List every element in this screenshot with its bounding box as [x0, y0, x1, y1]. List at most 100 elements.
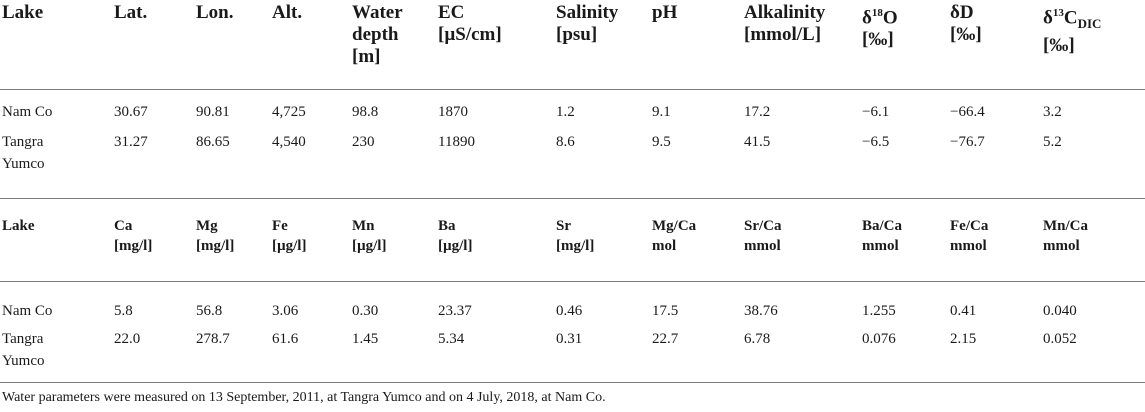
t1-header-rule [0, 89, 1145, 90]
t2-header-baca: Ba/Ca mmol [862, 216, 902, 256]
t2-header-ca-line1: Ca [114, 218, 133, 234]
t2-header-sr-line2: [mg/l] [556, 238, 595, 254]
t1-header-d18o-delta: δ [862, 7, 872, 29]
t1-row1-salinity: 1.2 [556, 104, 575, 120]
table-bottom-rule [0, 382, 1145, 383]
t2-row2-feca: 2.15 [950, 331, 977, 347]
t2-row1-mnca: 0.040 [1043, 303, 1077, 319]
t2-header-lake: Lake [2, 218, 35, 234]
t2-row2-fe: 61.6 [272, 331, 299, 347]
t1-header-d18o-sup: 18 [871, 7, 883, 19]
t1-header-water-depth-line2: depth [352, 24, 399, 45]
t2-header-mg: Mg [mg/l] [196, 216, 234, 256]
t1-row2-d18o: −6.5 [862, 134, 890, 150]
t2-row1-feca: 0.41 [950, 303, 977, 319]
t1-header-lon: Lon. [196, 2, 234, 24]
t1-row2-salinity: 8.6 [556, 134, 575, 150]
t1-header-d13c-delta: δ [1043, 7, 1053, 29]
t1-header-d18o-line1: δ18O [862, 2, 898, 29]
t1-row1-alt: 4,725 [272, 104, 306, 120]
t1-header-alkalinity: Alkalinity [mmol/L] [744, 2, 825, 46]
t2-row1-fe: 3.06 [272, 303, 299, 319]
t2-row2-lake-line2: Yumco [2, 353, 45, 369]
t1-row2-d13c: 5.2 [1043, 134, 1062, 150]
t1-header-alt-text: Alt. [272, 2, 303, 23]
t1-header-dd-line2: [‰] [950, 24, 982, 45]
t2-header-ca: Ca [mg/l] [114, 216, 152, 256]
t1-header-water-depth-line1: Water [352, 2, 403, 23]
t2-header-mgca-line1: Mg/Ca [652, 218, 697, 234]
t1-row2-alt: 4,540 [272, 134, 306, 150]
t2-row2-mn: 1.45 [352, 331, 379, 347]
t1-row2-lon: 86.65 [196, 134, 230, 150]
t2-header-mnca-line2: mmol [1043, 238, 1080, 254]
t1-row2-ec: 11890 [438, 134, 475, 150]
t1-header-ec: EC [µS/cm] [438, 2, 502, 46]
t1-header-ec-line1: EC [438, 2, 465, 23]
t2-row2-lake: Tangra Yumco [2, 328, 45, 372]
t2-header-mg-line2: [mg/l] [196, 238, 235, 254]
t2-row1-ca: 5.8 [114, 303, 133, 319]
t2-row2-ba: 5.34 [438, 331, 465, 347]
t2-header-feca-line1: Fe/Ca [950, 218, 989, 234]
t1-header-water-depth: Water depth [m] [352, 2, 403, 68]
t2-header-sr: Sr [mg/l] [556, 216, 594, 256]
t1-row1-d18o: −6.1 [862, 104, 890, 120]
t1-row2-lake: Tangra Yumco [2, 131, 45, 175]
t1-header-ph: pH [652, 2, 677, 24]
t2-row2-baca: 0.076 [862, 331, 896, 347]
t1-header-salinity-line2: [psu] [556, 24, 598, 45]
t2-header-ca-line2: [mg/l] [114, 238, 153, 254]
t2-header-mgca: Mg/Ca mol [652, 216, 696, 256]
t1-row2-lake-line1: Tangra [2, 134, 44, 150]
t1-header-lat-text: Lat. [114, 2, 148, 23]
t1-row1-lake: Nam Co [2, 104, 53, 120]
t2-header-mn-line1: Mn [352, 218, 375, 234]
t2-header-ba-line1: Ba [438, 218, 456, 234]
t1-header-alt: Alt. [272, 2, 302, 24]
t1-row1-d13c: 3.2 [1043, 104, 1062, 120]
t1-header-lat: Lat. [114, 2, 147, 24]
t2-header-mnca: Mn/Ca mmol [1043, 216, 1088, 256]
t1-row2-depth: 230 [352, 134, 375, 150]
t2-header-baca-line1: Ba/Ca [862, 218, 903, 234]
t1-header-d13c-sub: DIC [1077, 16, 1102, 32]
t1-header-ph-text: pH [652, 2, 678, 23]
t2-header-mgca-line2: mol [652, 238, 677, 254]
t2-header-mnca-line1: Mn/Ca [1043, 218, 1088, 234]
t2-row1-sr: 0.46 [556, 303, 583, 319]
t1-row2-dd: −76.7 [950, 134, 985, 150]
t1-header-lake-text: Lake [2, 2, 44, 23]
t1-header-lon-text: Lon. [196, 2, 234, 23]
t1-row2-alkalinity: 41.5 [744, 134, 771, 150]
t2-row1-lake: Nam Co [2, 303, 53, 319]
t1-header-salinity-line1: Salinity [556, 2, 619, 23]
t1-row1-alkalinity: 17.2 [744, 104, 771, 120]
t1-header-d13c-c: C [1063, 7, 1078, 29]
t2-row2-srca: 6.78 [744, 331, 771, 347]
t2-row2-lake-line1: Tangra [2, 331, 44, 347]
t1-row1-ph: 9.1 [652, 104, 671, 120]
t2-row2-mnca: 0.052 [1043, 331, 1077, 347]
t1-row2-ph: 9.5 [652, 134, 671, 150]
t1-header-salinity: Salinity [psu] [556, 2, 618, 46]
t2-header-ba: Ba [µg/l] [438, 216, 472, 256]
t2-header-srca: Sr/Ca mmol [744, 216, 782, 256]
t2-header-mn-line2: [µg/l] [352, 238, 387, 254]
t2-header-mn: Mn [µg/l] [352, 216, 386, 256]
t2-row2-mg: 278.7 [196, 331, 230, 347]
t2-header-ba-line2: [µg/l] [438, 238, 473, 254]
t1-header-water-depth-line3: [m] [352, 46, 381, 67]
t2-row1-baca: 1.255 [862, 303, 896, 319]
t1-header-ec-line2: [µS/cm] [438, 24, 502, 45]
t1-row2-lat: 31.27 [114, 134, 148, 150]
t2-header-srca-line2: mmol [744, 238, 781, 254]
t1-row2-lake-line2: Yumco [2, 156, 45, 172]
t2-header-srca-line1: Sr/Ca [744, 218, 782, 234]
t1-header-d18o-o: O [882, 7, 898, 29]
t2-header-sr-line1: Sr [556, 218, 571, 234]
t2-row1-mgca: 17.5 [652, 303, 679, 319]
t2-header-baca-line2: mmol [862, 238, 899, 254]
t2-header-rule [0, 281, 1145, 282]
t2-header-mg-line1: Mg [196, 218, 218, 234]
